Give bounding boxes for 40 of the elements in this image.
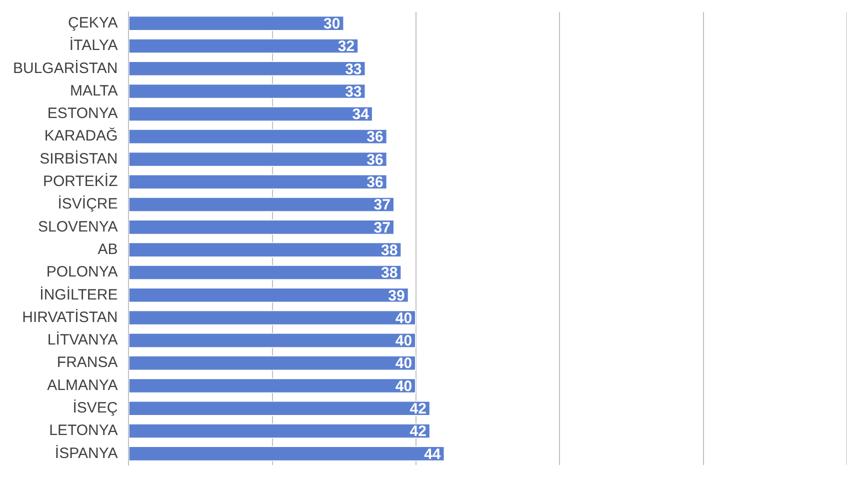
data-label: 36: [366, 174, 384, 192]
data-label: 44: [424, 446, 442, 463]
y-tick-label: ESTONYA: [47, 105, 118, 122]
data-label: 34: [352, 106, 370, 124]
data-label: 38: [380, 242, 398, 259]
data-label: 40: [395, 355, 412, 372]
y-tick-label: ÇEKYA: [68, 14, 118, 32]
y-tick-label: İTALYA: [69, 36, 118, 54]
data-label: 32: [338, 38, 355, 56]
y-tick-label: POLONYA: [46, 264, 118, 281]
data-label: 37: [374, 219, 390, 236]
y-tick-label: İSVİÇRE: [58, 194, 118, 213]
y-tick-label: SLOVENYA: [38, 218, 118, 236]
y-tick-label: İSVEÇ: [72, 398, 118, 417]
y-tick-label: İSPANYA: [54, 444, 118, 462]
y-tick-label: KARADAĞ: [44, 126, 118, 145]
data-label: 40: [395, 332, 412, 350]
data-label: 36: [366, 151, 384, 168]
data-label: 38: [380, 264, 398, 282]
data-label: 33: [345, 60, 362, 78]
y-tick-label: FRANSA: [56, 354, 118, 372]
y-tick-label: İNGİLTERE: [40, 285, 118, 304]
y-tick-label: LİTVANYA: [47, 330, 118, 349]
data-label: 30: [324, 15, 340, 32]
data-label: 39: [388, 287, 405, 304]
data-label: 40: [395, 378, 412, 395]
data-label: 42: [410, 423, 426, 440]
y-tick-label: LETONYA: [49, 422, 118, 440]
data-label: 37: [374, 196, 390, 214]
y-tick-label: MALTA: [70, 82, 118, 100]
y-tick-label: ALMANYA: [47, 376, 118, 394]
y-tick-label: BULGARİSTAN: [12, 58, 118, 77]
y-tick-label: AB: [98, 240, 118, 258]
y-tick-label: SIRBİSTAN: [40, 149, 118, 168]
data-label: 36: [366, 128, 384, 146]
y-tick-label: PORTEKİZ: [42, 172, 118, 190]
data-label: 33: [345, 83, 362, 100]
y-tick-label: HIRVATİSTAN: [22, 308, 118, 326]
data-label: 40: [395, 310, 412, 327]
data-label: 42: [410, 400, 426, 418]
